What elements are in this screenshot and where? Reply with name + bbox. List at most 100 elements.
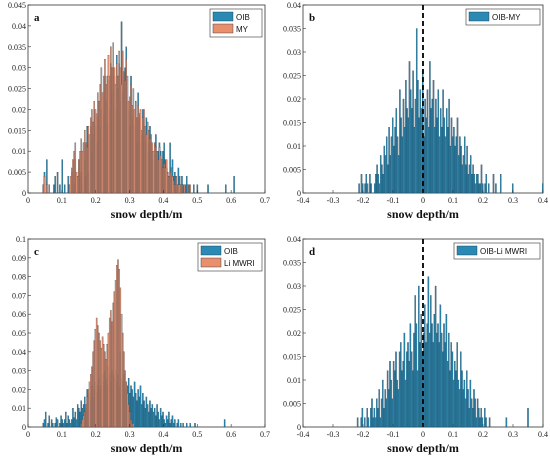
histogram-bar <box>151 142 154 194</box>
histogram-bar <box>437 323 439 428</box>
histogram-bar <box>430 295 432 428</box>
histogram-bar <box>48 184 50 194</box>
histogram-bar <box>44 411 47 428</box>
histogram-bar <box>398 351 401 428</box>
histogram-bar <box>484 408 486 428</box>
histogram-bar <box>136 117 138 194</box>
histogram-bar <box>478 183 480 194</box>
histogram-bar <box>158 419 161 428</box>
histogram-bar <box>125 381 127 428</box>
x-tick-label: 0.3 <box>125 196 135 205</box>
histogram-bar <box>436 332 438 428</box>
histogram-bar <box>151 404 154 428</box>
x-axis-label: snow depth/m <box>387 207 459 221</box>
y-tick-label: 0.02 <box>287 95 301 104</box>
histogram-bar <box>364 417 366 428</box>
histogram-bar <box>462 389 464 428</box>
legend-entry: OIB <box>224 247 238 256</box>
histogram-bar <box>460 351 462 428</box>
histogram-bar <box>366 408 368 428</box>
histogram-bar <box>72 408 74 428</box>
histogram-bar <box>459 136 461 194</box>
histogram-bar <box>433 127 436 194</box>
histogram-bar <box>180 423 182 428</box>
panel-label: d <box>309 246 315 258</box>
y-tick-label: 0.045 <box>8 1 26 10</box>
histogram-bar <box>466 145 468 194</box>
histogram-bar <box>169 423 171 428</box>
histogram-bar <box>104 351 106 428</box>
y-tick-label: 0 <box>297 189 301 198</box>
histogram-bar <box>93 340 95 428</box>
histogram-bar <box>364 183 366 194</box>
histogram-bar <box>387 164 389 194</box>
histogram-bar <box>401 370 403 428</box>
histogram-bar <box>377 408 379 428</box>
histogram-bar <box>456 342 458 428</box>
x-tick-label: -0.1 <box>387 430 400 439</box>
x-tick-label: 0.1 <box>57 430 67 439</box>
x-tick-label: 0.6 <box>226 196 236 205</box>
histogram-bar <box>413 332 415 428</box>
histogram-bar <box>176 423 178 428</box>
histogram-bar <box>135 393 137 428</box>
histogram-bar <box>144 408 146 428</box>
histogram-bar <box>150 134 152 194</box>
histogram-bar <box>157 411 159 428</box>
histogram-bar <box>442 351 444 428</box>
histogram-bar <box>107 332 110 428</box>
histogram-bar <box>414 98 417 194</box>
histogram-bar <box>43 419 46 428</box>
histogram-bar <box>148 411 150 428</box>
histogram-bar <box>117 75 119 194</box>
histogram-bar <box>438 342 440 428</box>
y-tick-label: 0.035 <box>283 259 301 268</box>
histogram-bar <box>375 174 377 194</box>
histogram-bar <box>112 302 114 428</box>
histogram-bar <box>98 332 100 428</box>
histogram-bar <box>397 155 400 194</box>
histogram-bar <box>103 344 105 428</box>
series-oib-li-mwri <box>356 276 529 428</box>
histogram-bar <box>434 285 437 428</box>
x-tick-label: 0 <box>421 196 425 205</box>
histogram-bar <box>105 359 107 428</box>
histogram-bar <box>63 184 66 194</box>
histogram-bar <box>111 321 113 428</box>
histogram-bar <box>485 174 488 194</box>
histogram-bar <box>137 105 139 194</box>
histogram-bar <box>121 50 124 194</box>
histogram-bar <box>477 174 479 194</box>
histogram-bar <box>397 389 400 428</box>
histogram-bar <box>454 145 456 194</box>
histogram-bar <box>108 75 111 194</box>
histogram-bar <box>80 423 82 428</box>
histogram-bar <box>373 183 376 194</box>
histogram-bar <box>175 176 177 194</box>
histogram-bar <box>448 332 450 428</box>
y-tick-label: 0.005 <box>283 166 301 175</box>
histogram-bar <box>389 361 391 428</box>
histogram-bar <box>54 176 56 194</box>
histogram-bar <box>371 398 373 428</box>
histogram-bar <box>367 417 370 428</box>
histogram-bar <box>366 183 369 194</box>
histogram-bar <box>158 146 161 194</box>
histogram-bar <box>172 423 175 428</box>
histogram-bar <box>167 419 169 428</box>
histogram-bar <box>78 408 80 428</box>
histogram-bar <box>193 184 195 194</box>
histogram-bar <box>402 361 404 428</box>
histogram-bar <box>377 174 380 194</box>
histogram-bar <box>184 184 187 194</box>
y-tick-label: 0.02 <box>12 105 26 114</box>
histogram-bar <box>75 171 78 194</box>
histogram-bar <box>467 174 470 194</box>
y-tick-label: 0 <box>22 189 26 198</box>
histogram-bar <box>188 184 190 194</box>
histogram-bar <box>66 423 68 428</box>
y-tick-label: 0.06 <box>12 310 26 319</box>
histogram-bar <box>140 130 143 194</box>
histogram-bar <box>71 167 73 194</box>
histogram-bar <box>127 404 130 428</box>
